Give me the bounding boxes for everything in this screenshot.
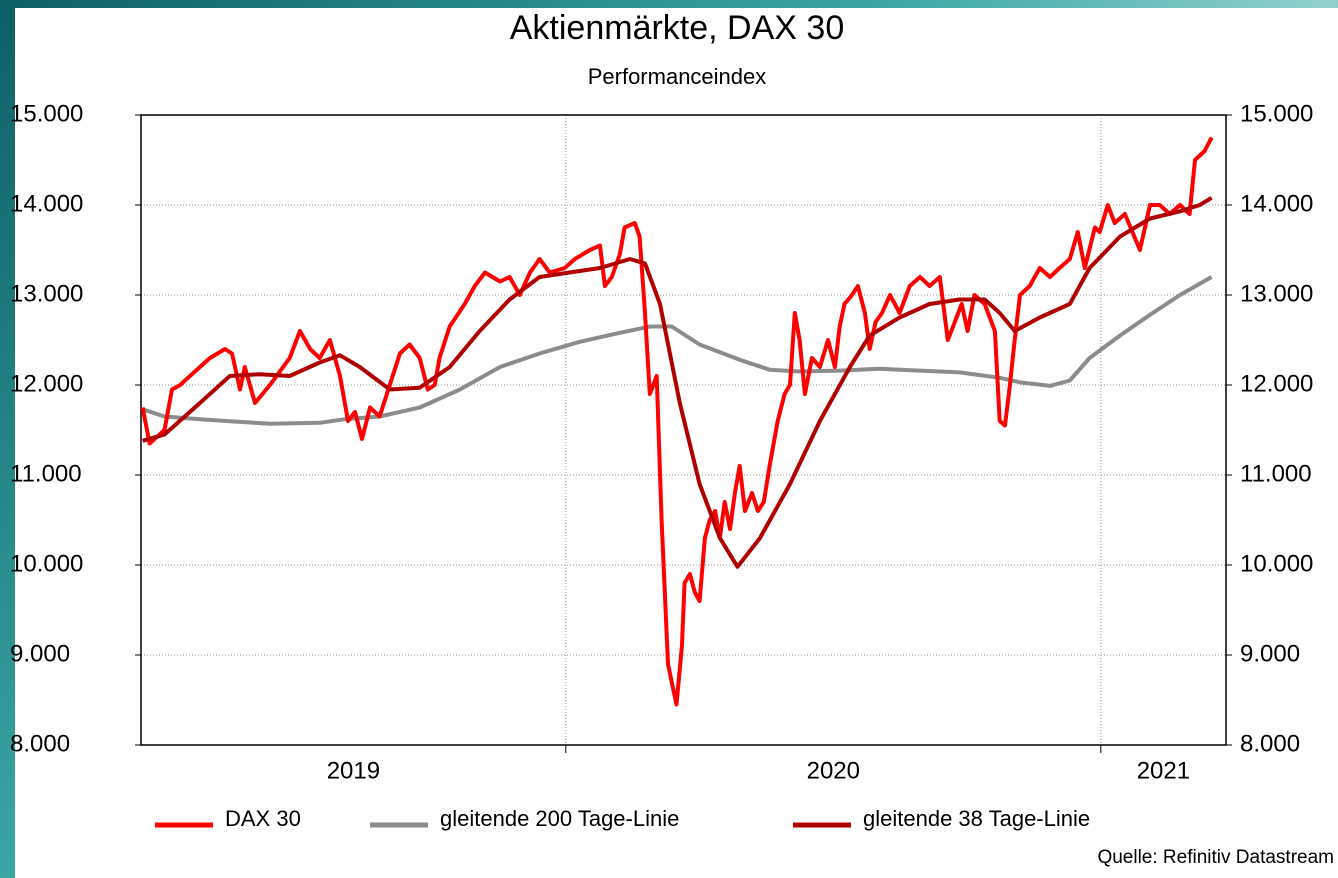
x-tick-label: 2019 xyxy=(327,757,380,784)
y-tick-label: 11.000 xyxy=(10,460,82,487)
y2-tick-label: 8.000 xyxy=(1240,730,1300,757)
y2-tick-label: 12.000 xyxy=(1240,370,1313,397)
legend-label: gleitende 200 Tage-Linie xyxy=(440,806,679,831)
y-tick-label: 9.000 xyxy=(10,640,70,667)
y-tick-label: 13.000 xyxy=(10,280,83,307)
chart-subtitle: Performanceindex xyxy=(588,64,767,89)
y2-tick-label: 13.000 xyxy=(1240,280,1313,307)
x-tick-label: 2020 xyxy=(807,757,860,784)
legend-label: gleitende 38 Tage-Linie xyxy=(863,806,1090,831)
y2-tick-label: 10.000 xyxy=(1240,550,1313,577)
y2-tick-label: 14.000 xyxy=(1240,190,1313,217)
source: Quelle: Refinitiv Datastream xyxy=(1097,847,1334,868)
chart-title: Aktienmärkte, DAX 30 xyxy=(510,9,844,47)
y-tick-label: 14.000 xyxy=(10,190,83,217)
legend-label: DAX 30 xyxy=(225,806,301,831)
panel xyxy=(15,8,1338,878)
y-tick-label: 12.000 xyxy=(10,370,83,397)
y-tick-label: 8.000 xyxy=(10,730,70,757)
y-tick-label: 15.000 xyxy=(10,100,83,127)
y2-tick-label: 9.000 xyxy=(1240,640,1300,667)
y2-tick-label: 11.000 xyxy=(1240,460,1312,487)
chart: Aktienmärkte, DAX 30 Performanceindex Qu… xyxy=(0,0,1338,878)
y-tick-label: 10.000 xyxy=(10,550,83,577)
y2-tick-label: 15.000 xyxy=(1240,100,1313,127)
x-tick-label: 2021 xyxy=(1137,757,1190,784)
page: Aktienmärkte, DAX 30 Performanceindex Qu… xyxy=(0,0,1338,878)
